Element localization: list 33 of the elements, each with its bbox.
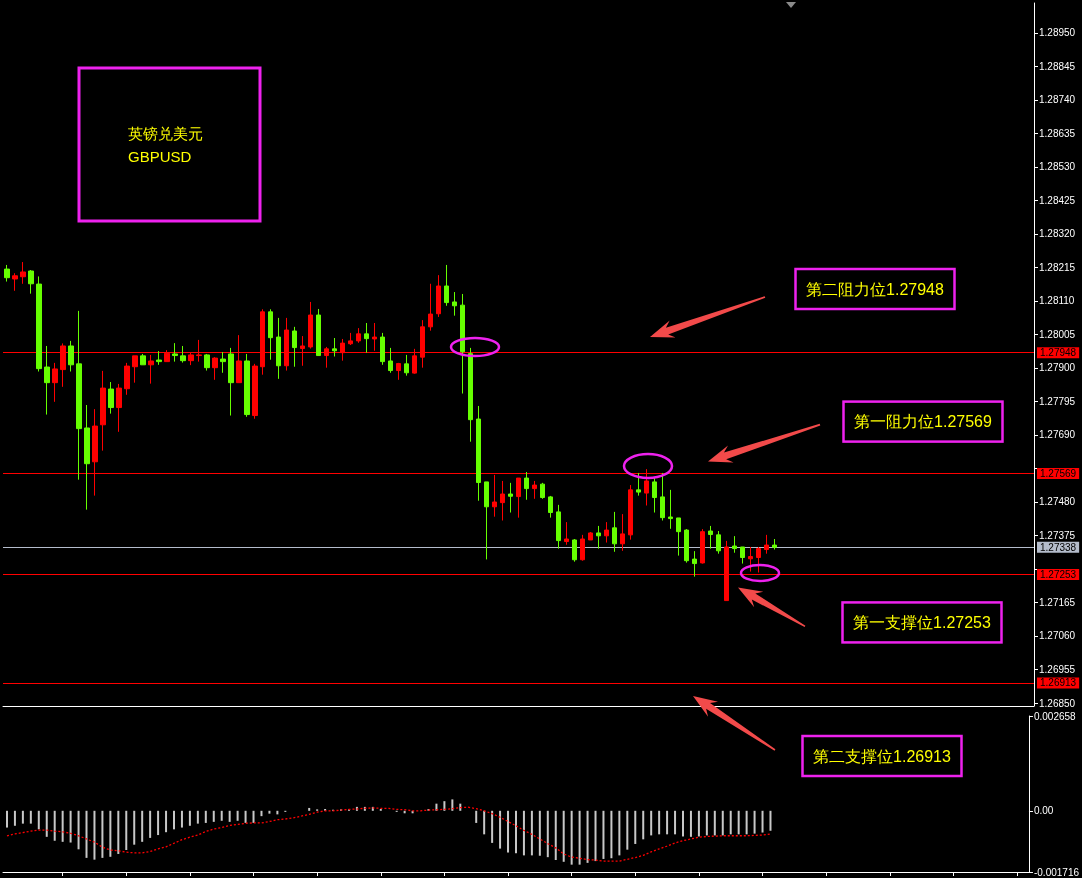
annotation: 第二阻力位1.27948 [806, 280, 945, 298]
y-tick-label: 1.27480 [1039, 496, 1076, 508]
y-tick-label: 1.28005 [1039, 328, 1076, 340]
y-tick-label: 1.26955 [1039, 664, 1076, 675]
ref-line-label: 1.27253 [1040, 568, 1077, 580]
y-tick-label: 1.28215 [1039, 261, 1076, 273]
ref-line-label: 1.26913 [1040, 677, 1077, 689]
y-tick-label: 1.27060 [1039, 630, 1076, 642]
y-tick-label: 1.27165 [1039, 597, 1076, 608]
y-tick-label: 1.27900 [1039, 362, 1076, 374]
y-tick-label: 1.28845 [1039, 60, 1076, 72]
y-tick-label: 1.28530 [1039, 161, 1076, 173]
y-tick-label: 1.28635 [1039, 127, 1076, 139]
y-tick-label: 1.28320 [1039, 228, 1076, 240]
ref-line-label: 1.27569 [1040, 468, 1077, 480]
annotation: 第二支撑位1.26913 [813, 747, 952, 765]
annotation: 第一阻力位1.27569 [854, 413, 993, 431]
y-tick-label: -0.001716 [1033, 866, 1080, 878]
text: 英镑兑美元 [128, 124, 203, 142]
ref-line-label: 1.27338 [1040, 541, 1077, 553]
y-tick-label: 1.27690 [1039, 429, 1076, 441]
y-tick-label: 0.00 [1033, 805, 1054, 817]
y-tick-label: 1.28110 [1039, 295, 1075, 307]
y-tick-label: 1.28740 [1039, 94, 1076, 106]
y-tick-label: 1.26850 [1039, 697, 1076, 709]
text: GBPUSD [128, 147, 192, 165]
y-tick-label: 1.28950 [1039, 27, 1076, 39]
y-tick-label: 1.28425 [1039, 194, 1076, 206]
y-tick-label: 1.27795 [1039, 396, 1076, 407]
y-tick-label: 1.27375 [1039, 530, 1076, 541]
ref-line-label: 1.27948 [1040, 347, 1077, 359]
annotation: 第一支撑位1.27253 [853, 613, 992, 631]
y-tick-label: 0.002658 [1033, 710, 1077, 722]
